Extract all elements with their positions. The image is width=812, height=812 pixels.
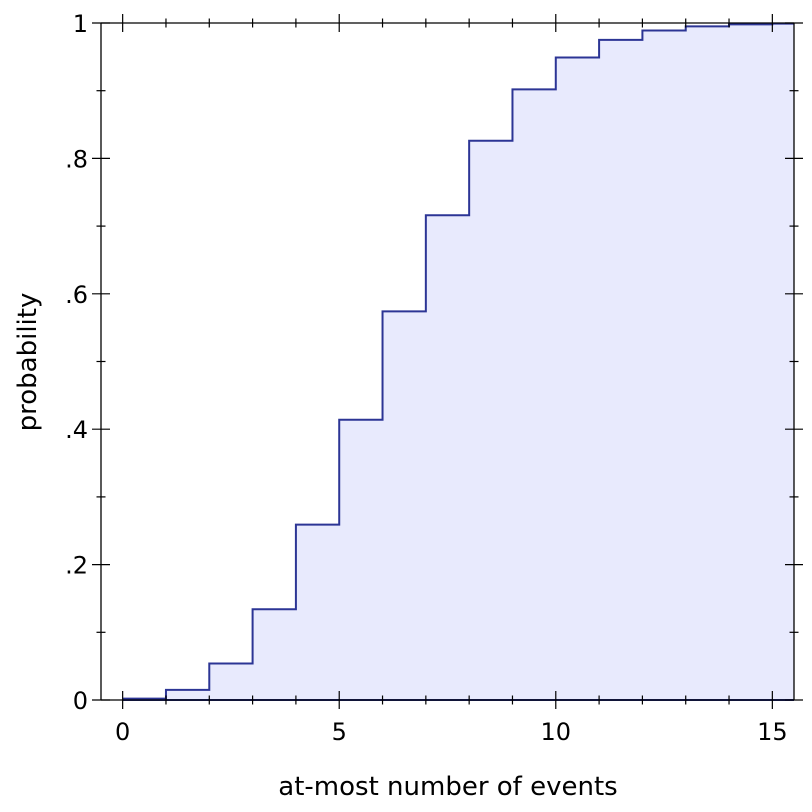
y-tick-label: .6 xyxy=(65,281,88,309)
area-fill xyxy=(122,23,794,700)
y-tick-label: 1 xyxy=(73,10,88,38)
y-tick-label: 0 xyxy=(73,687,88,715)
x-tick-label: 0 xyxy=(115,718,130,746)
y-tick-label: .4 xyxy=(65,416,88,444)
y-tick-label: .2 xyxy=(65,552,88,580)
y-tick-label: .8 xyxy=(65,145,88,173)
x-tick-label: 5 xyxy=(332,718,347,746)
x-tick-label: 15 xyxy=(757,718,788,746)
plot-area xyxy=(122,22,794,701)
x-axis-title: at-most number of events xyxy=(278,772,617,802)
x-tick-label: 10 xyxy=(541,718,572,746)
axes xyxy=(92,14,803,709)
y-axis-title: probability xyxy=(13,293,43,432)
tick-labels: 0 5 10 15 0 .2 .4 .6 .8 1 xyxy=(65,10,788,746)
